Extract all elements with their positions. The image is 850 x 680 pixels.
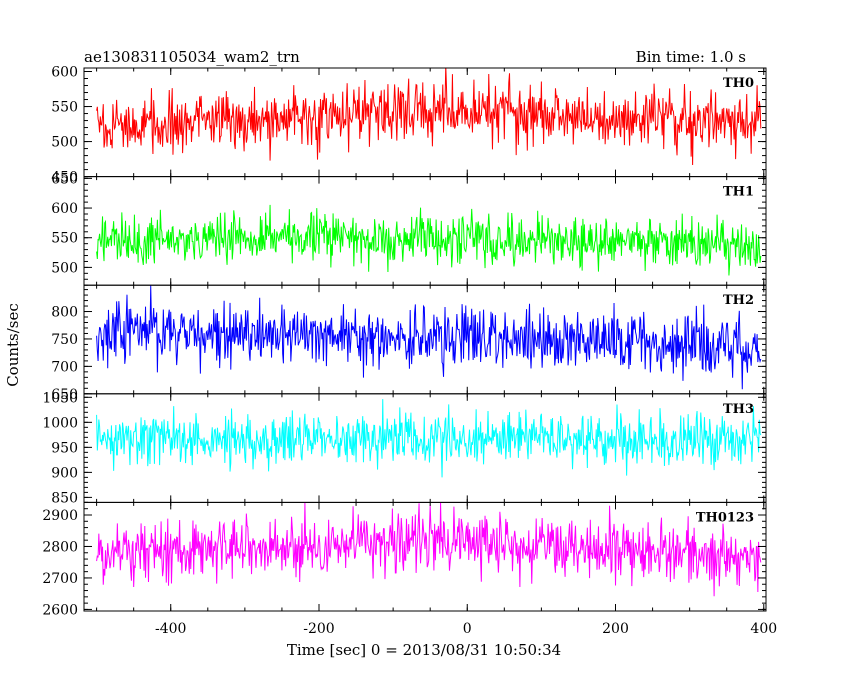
y-tick-label: 700 <box>51 359 78 375</box>
y-axis-label: Counts/sec <box>4 303 22 387</box>
y-tick-label: 900 <box>51 465 78 481</box>
y-tick-label: 600 <box>51 201 78 217</box>
x-axis-label: Time [sec] 0 = 2013/08/31 10:50:34 <box>287 641 561 659</box>
y-tick-label: 650 <box>51 171 78 187</box>
bin-time-label: Bin time: 1.0 s <box>636 48 746 66</box>
panel-th2: 650 700 750 800 TH2 <box>51 284 767 403</box>
x-tick-label: 0 <box>463 621 472 637</box>
y-tick-label: 1000 <box>42 415 78 431</box>
panel-label-th0123: TH0123 <box>696 510 754 525</box>
panel-th3: 850 900 950 1000 1050 TH3 <box>42 390 767 506</box>
x-tick-label: 200 <box>602 621 629 637</box>
series-line-th1 <box>96 204 762 276</box>
y-tick-label: 450 <box>51 170 78 186</box>
series-line-th3 <box>96 399 762 478</box>
panel-label-th3: TH3 <box>723 402 754 417</box>
x-axis: -400 -200 0 200 400 <box>155 621 777 637</box>
y-tick-label: 500 <box>51 260 78 276</box>
y-tick-label: 2800 <box>42 539 78 555</box>
series-line-th0 <box>96 68 762 165</box>
y-tick-label: 650 <box>51 387 78 403</box>
series-line-th0123 <box>96 502 762 597</box>
panel-frame <box>83 501 767 612</box>
y-tick-label: 950 <box>51 440 78 456</box>
y-tick-label: 500 <box>51 135 78 151</box>
y-tick-label: 750 <box>51 332 78 348</box>
y-tick-label: 1050 <box>42 390 78 406</box>
y-tick-label: 550 <box>51 100 78 116</box>
y-tick-label: 550 <box>51 231 78 247</box>
chart-title: ae130831105034_wam2_trn <box>84 48 300 66</box>
panel-th0: 450 500 550 600 TH0 <box>51 65 767 186</box>
x-tick-label: -400 <box>155 621 186 637</box>
panel-label-th2: TH2 <box>723 293 754 308</box>
panel-label-th1: TH1 <box>723 185 754 200</box>
y-tick-label: 2700 <box>42 571 78 587</box>
x-tick-label: -200 <box>303 621 334 637</box>
y-tick-label: 800 <box>51 305 78 321</box>
y-tick-label: 850 <box>51 490 78 506</box>
panel-th1: 500 550 600 650 TH1 <box>51 171 767 286</box>
y-tick-label: 2900 <box>42 508 78 524</box>
panel-label-th0: TH0 <box>723 76 754 91</box>
panel-th0123: 2600 2700 2800 2900 TH0123 <box>42 501 767 618</box>
panels-group: 450 500 550 600 TH0 500 550 600 650 TH1 650 700 750 8… <box>42 65 767 618</box>
y-tick-label: 2600 <box>42 602 78 618</box>
series-line-th2 <box>96 285 762 390</box>
y-tick-label: 600 <box>51 65 78 81</box>
x-tick-label: 400 <box>750 621 777 637</box>
